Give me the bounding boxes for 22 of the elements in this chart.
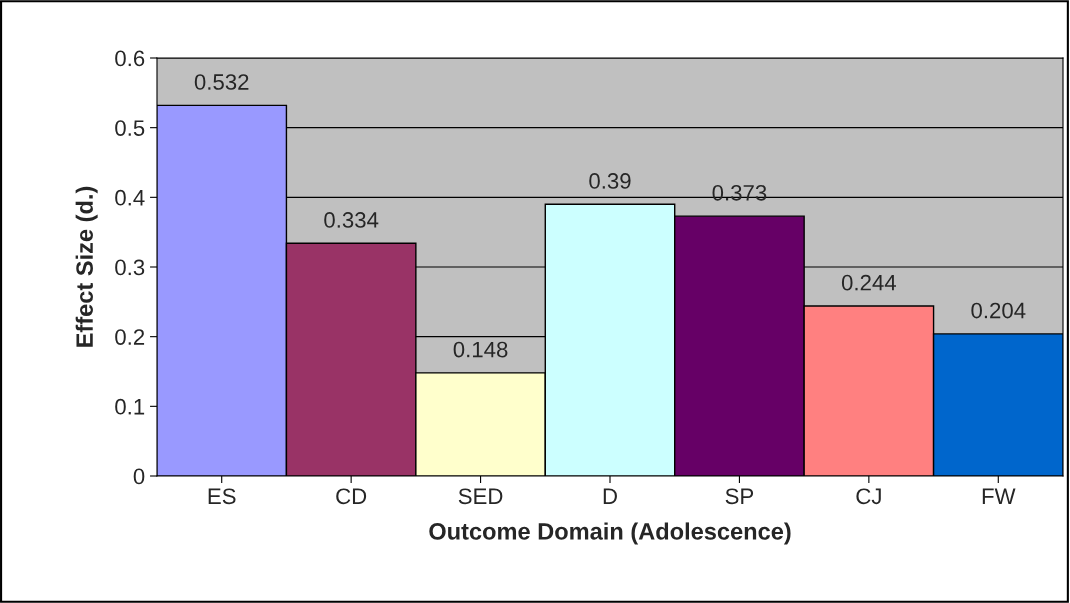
y-tick-label: 0.2 <box>115 329 145 345</box>
x-tick-label: SP <box>725 488 754 505</box>
x-tick-label: FW <box>982 488 1016 504</box>
x-tick-label: CD <box>336 488 367 505</box>
y-tick-label: 0 <box>133 468 145 485</box>
data-label: 0.39 <box>589 173 631 189</box>
y-tick-label: 0.4 <box>115 189 145 206</box>
x-tick-label: CJ <box>856 488 881 505</box>
y-tick-label: 0.5 <box>115 120 145 136</box>
x-tick-label: ES <box>208 488 236 505</box>
data-label: 0.204 <box>971 302 1026 319</box>
x-axis-title: Outcome Domain (Adolescence) <box>429 522 791 545</box>
x-tick-label: D <box>603 488 617 504</box>
data-label: 0.334 <box>324 212 379 228</box>
y-tick-label: 0.1 <box>115 398 145 415</box>
y-tick-label: 0.3 <box>115 259 145 276</box>
data-label: 0.244 <box>841 274 897 291</box>
data-label: 0.148 <box>453 341 508 358</box>
x-tick-label: SED <box>458 488 503 505</box>
y-axis-title: Effect Size (d.) <box>75 186 98 347</box>
y-tick-label: 0.6 <box>115 50 145 67</box>
data-label: 0.532 <box>194 74 249 90</box>
